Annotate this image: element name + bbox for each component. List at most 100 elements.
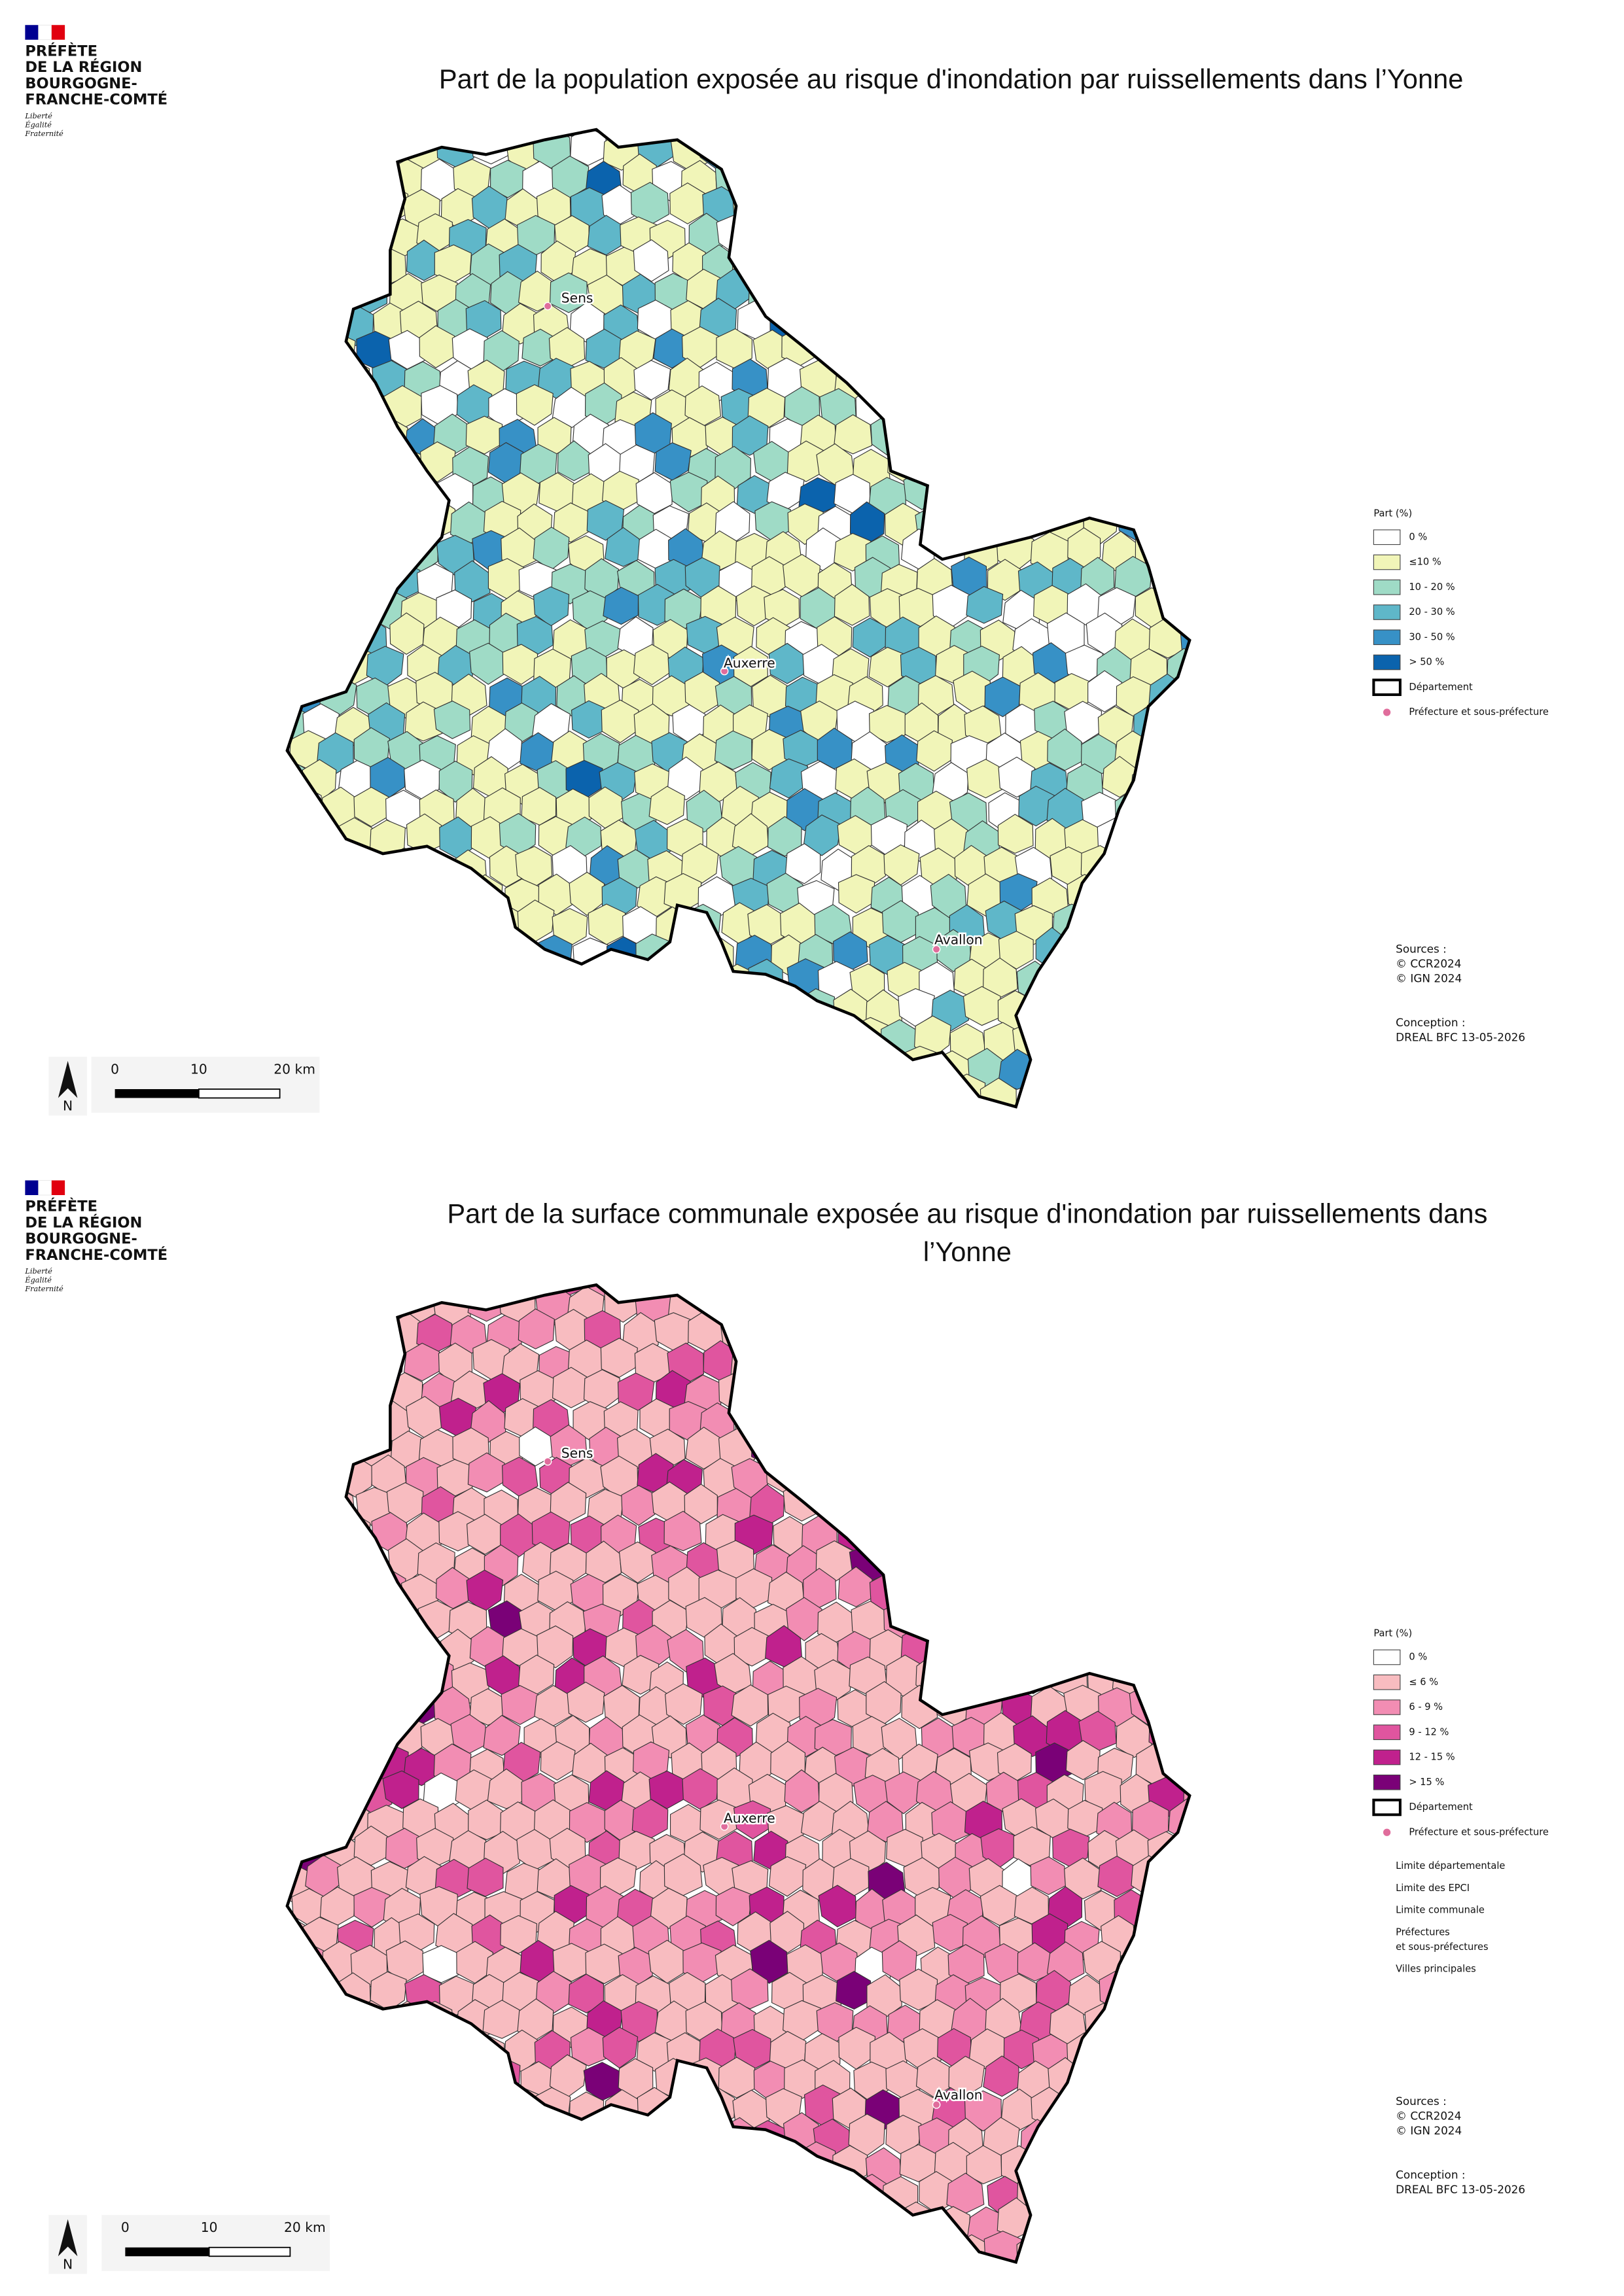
commune	[962, 986, 1001, 1026]
commune	[1018, 786, 1055, 827]
commune	[981, 326, 1019, 370]
commune	[798, 244, 836, 284]
commune	[1199, 1341, 1236, 1381]
commune	[586, 1016, 624, 1058]
commune	[287, 1015, 292, 1060]
commune	[452, 2233, 489, 2263]
commune	[1063, 1573, 1099, 1614]
commune	[830, 1455, 868, 1494]
commune	[848, 329, 885, 374]
commune	[786, 1312, 824, 1351]
commune	[1167, 1510, 1190, 1554]
commune	[522, 2172, 558, 2213]
commune	[436, 1047, 473, 1087]
commune	[1182, 1887, 1190, 1928]
commune	[952, 1368, 987, 1410]
commune	[1180, 213, 1190, 254]
commune	[902, 1397, 941, 1440]
commune	[785, 843, 821, 884]
scale-label: 20 km	[284, 2219, 326, 2235]
department-outline	[285, 1283, 1192, 2265]
commune	[1116, 268, 1152, 310]
commune	[1151, 130, 1188, 140]
commune	[1161, 532, 1190, 576]
commune	[455, 2059, 493, 2098]
commune	[287, 1512, 309, 1553]
commune	[1113, 130, 1149, 143]
commune	[287, 130, 325, 142]
commune	[287, 440, 293, 483]
commune	[1118, 1317, 1156, 1359]
commune	[848, 1371, 885, 1412]
commune	[966, 585, 1004, 624]
commune	[964, 2090, 1002, 2132]
commune	[549, 272, 588, 313]
commune	[317, 388, 355, 430]
commune	[1199, 2200, 1233, 2242]
commune	[817, 130, 855, 140]
commune	[287, 614, 325, 654]
commune	[1131, 472, 1170, 513]
commune	[403, 1342, 440, 1382]
legend-extra: Limite communale	[1396, 1905, 1485, 1916]
commune	[1067, 242, 1105, 282]
commune	[318, 1658, 355, 1698]
commune	[1198, 590, 1234, 629]
city-label: Sens	[561, 1446, 593, 1461]
commune	[287, 1544, 322, 1586]
commune	[851, 161, 889, 200]
commune	[482, 2000, 520, 2039]
logo-text: FRANCHE-COMTÉ	[25, 90, 168, 109]
commune	[357, 1372, 393, 1414]
sources: © IGN 2024	[1396, 971, 1462, 984]
commune	[470, 2146, 508, 2187]
commune	[1134, 2087, 1172, 2128]
commune	[656, 1017, 690, 1059]
commune	[287, 388, 291, 428]
commune	[548, 1023, 584, 1064]
commune	[853, 1430, 889, 1469]
commune	[552, 2178, 589, 2219]
commune	[1051, 2175, 1089, 2215]
commune	[319, 275, 357, 317]
commune	[898, 1459, 935, 1499]
commune	[654, 130, 689, 143]
commune	[1029, 1338, 1066, 1383]
commune	[684, 1484, 718, 1525]
commune	[668, 2090, 703, 2129]
commune	[1182, 1599, 1190, 1641]
commune	[1050, 331, 1088, 375]
commune	[937, 356, 974, 398]
commune	[916, 1598, 953, 1639]
commune	[1049, 1285, 1087, 1294]
commune	[369, 476, 408, 520]
commune	[335, 1397, 372, 1436]
commune	[1181, 130, 1190, 139]
map-title: Part de la population exposée au risque …	[439, 63, 1464, 94]
commune	[834, 414, 873, 455]
commune	[287, 130, 310, 171]
commune	[1148, 2059, 1185, 2101]
commune	[663, 1510, 702, 1552]
commune	[917, 154, 953, 194]
commune	[387, 2057, 425, 2099]
commune	[688, 2174, 724, 2214]
commune	[1149, 387, 1188, 427]
commune	[1148, 1890, 1186, 1933]
commune	[917, 1371, 953, 1414]
legend-swatch	[1373, 529, 1401, 546]
commune	[764, 986, 802, 1029]
commune	[879, 161, 918, 203]
sources: Sources :	[1396, 2095, 1447, 2108]
commune	[304, 1625, 342, 1665]
commune	[686, 2229, 725, 2263]
commune	[355, 217, 393, 260]
commune	[466, 994, 504, 1034]
commune	[997, 1518, 1034, 1557]
commune	[287, 157, 323, 201]
commune	[302, 1745, 338, 1785]
commune	[767, 816, 802, 857]
commune	[1133, 1287, 1171, 1329]
commune	[1161, 877, 1190, 918]
department-outline	[285, 128, 1192, 1109]
